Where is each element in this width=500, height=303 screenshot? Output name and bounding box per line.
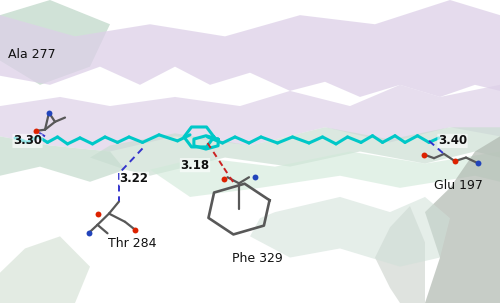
Text: Thr 284: Thr 284 bbox=[108, 238, 156, 250]
Polygon shape bbox=[0, 0, 110, 85]
Text: 3.22: 3.22 bbox=[120, 172, 148, 185]
Point bbox=[45, 110, 53, 115]
Text: 3.30: 3.30 bbox=[13, 135, 42, 147]
Polygon shape bbox=[250, 197, 450, 267]
Polygon shape bbox=[0, 0, 500, 97]
Polygon shape bbox=[150, 152, 500, 197]
Text: Phe 329: Phe 329 bbox=[232, 252, 283, 265]
Text: Glu 197: Glu 197 bbox=[434, 179, 483, 192]
Point bbox=[420, 152, 428, 157]
Text: 3.40: 3.40 bbox=[438, 135, 467, 147]
Text: 3.18: 3.18 bbox=[180, 159, 210, 171]
Polygon shape bbox=[90, 127, 500, 176]
Point bbox=[451, 159, 459, 164]
Text: Ala 277: Ala 277 bbox=[8, 48, 55, 61]
Polygon shape bbox=[0, 136, 125, 182]
Point bbox=[94, 211, 102, 216]
Polygon shape bbox=[425, 136, 500, 303]
Point bbox=[220, 177, 228, 182]
Point bbox=[85, 230, 93, 235]
Point bbox=[32, 128, 40, 133]
Point bbox=[251, 175, 259, 180]
Point bbox=[474, 161, 482, 165]
Point bbox=[131, 227, 139, 232]
Polygon shape bbox=[375, 206, 425, 303]
Polygon shape bbox=[0, 85, 500, 152]
Polygon shape bbox=[0, 236, 90, 303]
